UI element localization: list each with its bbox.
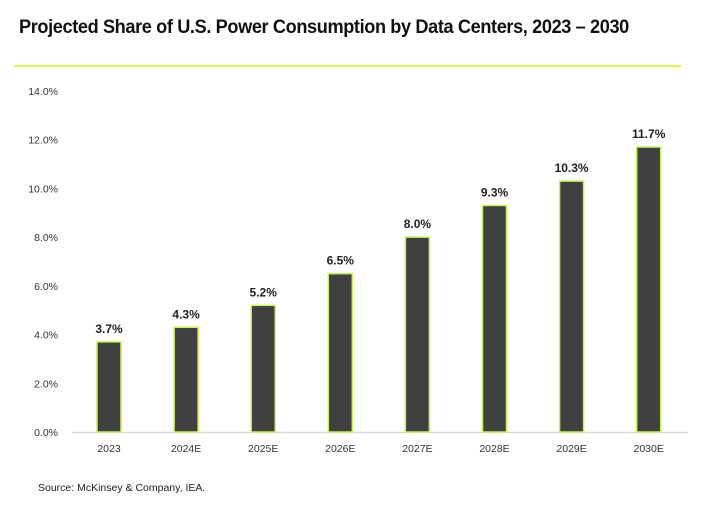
y-tick-label: 8.0%	[34, 232, 58, 244]
data-labels: 3.7% 4.3% 5.2% 6.5% 8.0% 9.3% 10.3% 11.7%	[95, 127, 665, 336]
chart-title: Projected Share of U.S. Power Consumptio…	[19, 16, 629, 38]
data-label: 8.0%	[404, 217, 432, 231]
x-tick-label: 2029E	[556, 443, 586, 455]
data-label: 6.5%	[327, 254, 355, 268]
y-tick-label: 6.0%	[34, 281, 58, 293]
x-tick-label: 2024E	[171, 443, 201, 455]
y-tick-label: 10.0%	[28, 183, 58, 195]
data-label: 10.3%	[555, 161, 589, 175]
data-label: 4.3%	[172, 307, 200, 321]
bar-2029e	[558, 180, 585, 433]
data-label: 3.7%	[95, 322, 123, 336]
bar-2025e	[250, 304, 276, 433]
bar-2028e	[481, 204, 508, 433]
y-tick-label: 4.0%	[34, 330, 58, 342]
x-tick-label: 2030E	[634, 443, 664, 455]
source-note: Source: McKinsey & Company, IEA.	[38, 482, 206, 494]
y-tick-label: 14.0%	[28, 86, 58, 98]
bar-2027e	[404, 236, 431, 433]
x-axis-ticks: 2023 2024E 2025E 2026E 2027E 2028E 2029E 2030E	[97, 443, 664, 455]
y-tick-label: 12.0%	[28, 135, 58, 147]
data-label: 11.7%	[632, 127, 666, 141]
y-tick-label: 0.0%	[34, 427, 58, 439]
data-label: 9.3%	[481, 185, 509, 199]
bars	[96, 146, 662, 433]
title-underline-accent	[14, 65, 681, 67]
x-tick-label: 2026E	[325, 443, 355, 455]
x-tick-label: 2025E	[248, 443, 278, 455]
y-axis-ticks: 0.0% 2.0% 4.0% 6.0% 8.0% 10.0% 12.0% 14.0%	[28, 86, 58, 439]
data-label: 5.2%	[250, 285, 278, 299]
bar-2023	[96, 341, 122, 433]
bar-2026e	[327, 272, 354, 433]
bar-2024e	[173, 326, 199, 433]
bar-2030e	[635, 146, 662, 433]
x-tick-label: 2028E	[479, 443, 509, 455]
y-tick-label: 2.0%	[34, 378, 58, 390]
x-tick-label: 2027E	[402, 443, 432, 455]
x-tick-label: 2023	[97, 443, 121, 455]
